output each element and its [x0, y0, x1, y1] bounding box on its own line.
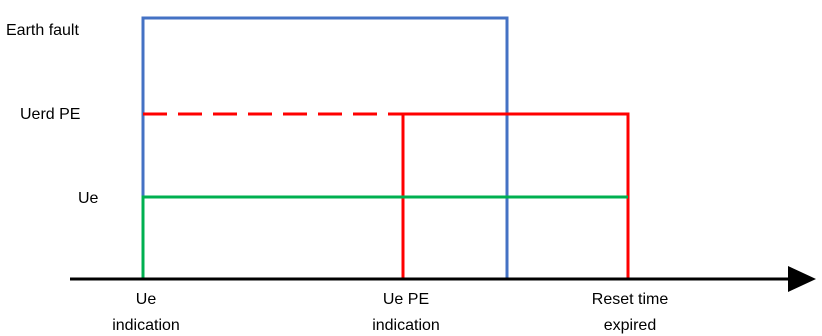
event-label-reset-time-line1: Reset time	[592, 291, 669, 308]
event-label-reset-time-line2: expired	[604, 317, 656, 334]
event-label-ue-indication-line1: Ue	[136, 291, 157, 308]
event-label-ue-pe-indication-line1: Ue PE	[383, 291, 429, 308]
signal-label-ue: Ue	[78, 190, 99, 207]
earth-fault-trace	[141, 16, 509, 278]
signal-label-earth-fault: Earth fault	[6, 22, 79, 39]
event-label-ue-indication-line2: indication	[112, 317, 180, 334]
ue-trace	[141, 195, 628, 278]
time-axis-arrowhead	[788, 266, 816, 292]
event-label-ue-pe-indication-line2: indication	[372, 317, 440, 334]
signal-label-uerd-pe: Uerd PE	[20, 106, 80, 123]
